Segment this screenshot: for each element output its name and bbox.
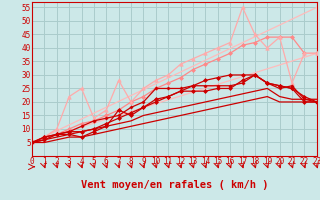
X-axis label: Vent moyen/en rafales ( km/h ): Vent moyen/en rafales ( km/h ) xyxy=(81,180,268,190)
